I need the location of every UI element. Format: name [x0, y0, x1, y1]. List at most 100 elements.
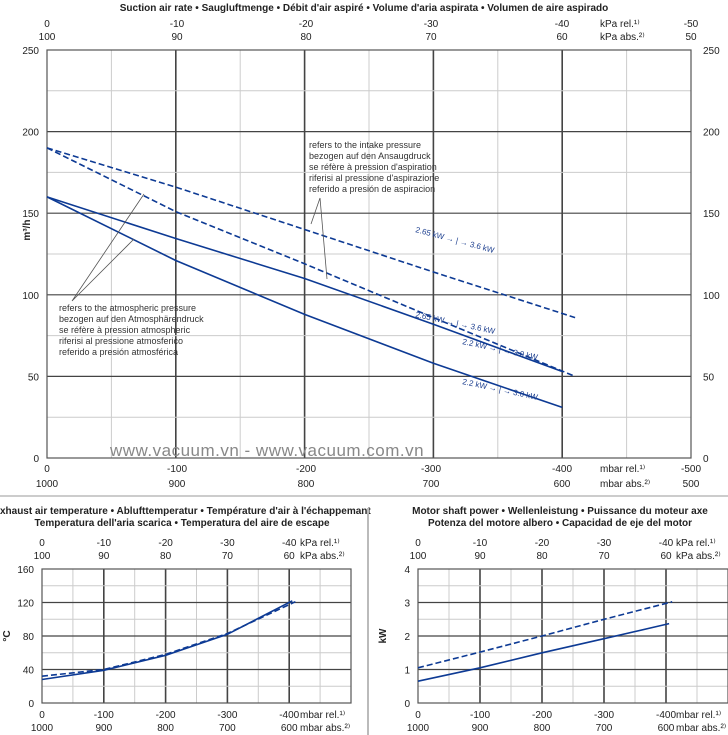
chart-1: Exhaust air temperature • Ablufttemperat… — [0, 506, 371, 734]
y-axis-label: m³/h — [22, 219, 33, 240]
x-axis-unit-bottom-abs: mbar abs.²⁾ — [600, 479, 650, 490]
series-line-dashed-lower — [46, 147, 576, 378]
x-tick-label-top-rel: 0 — [39, 538, 45, 549]
atmospheric-pressure-note: refers to the atmospheric pressure — [59, 303, 196, 313]
y-tick-label: 40 — [23, 666, 35, 677]
y-tick-label: 0 — [404, 699, 410, 710]
callout-arrow — [71, 193, 145, 302]
x-tick-label-top-abs: 70 — [425, 32, 437, 43]
x-tick-label-bottom-rel: -400 — [279, 710, 299, 721]
x-tick-label-top-abs: 90 — [171, 32, 183, 43]
x-tick-label-top-abs: 90 — [474, 551, 486, 562]
x-axis-unit-top-abs: kPa abs.²⁾ — [600, 32, 645, 43]
x-tick-label-top-rel: -20 — [299, 19, 314, 30]
x-tick-label-top-abs: 80 — [536, 551, 548, 562]
x-tick-label-bottom-rel: -400 — [552, 464, 572, 475]
series-line-solid — [417, 622, 670, 682]
x-tick-label-bottom-rel: -200 — [532, 710, 552, 721]
x-tick-label-bottom-abs: 700 — [219, 723, 236, 734]
x-tick-label-top-rel: -20 — [535, 538, 550, 549]
y-tick-label: 1 — [404, 666, 410, 677]
x-tick-label-top-abs: 60 — [284, 551, 296, 562]
plot-frame — [46, 49, 692, 459]
x-tick-label-top-rel: -30 — [424, 19, 439, 30]
x-tick-label-top-rel: -40 — [555, 19, 570, 30]
x-tick-label-top-rel: 0 — [44, 19, 50, 30]
x-axis-unit-top-rel: kPa rel.¹⁾ — [676, 538, 716, 549]
x-tick-label-top-abs: 100 — [34, 551, 51, 562]
series-line-solid — [41, 600, 293, 681]
series-line-dashed — [417, 601, 673, 669]
x-axis-unit-bottom-rel: mbar rel.¹⁾ — [300, 710, 345, 721]
y-tick-label: 4 — [404, 565, 410, 576]
y-tick-label: 0 — [33, 454, 39, 465]
x-tick-label-bottom-rel: -400 — [656, 710, 676, 721]
y-tick-label: 200 — [22, 128, 39, 139]
chart-title: Motor shaft power • Wellenleistung • Pui… — [412, 506, 708, 517]
series-line-dashed-upper — [46, 147, 576, 319]
x-tick-label-top-rel: -10 — [97, 538, 112, 549]
y-tick-label: 80 — [23, 632, 35, 643]
series-line-dashed — [41, 600, 296, 677]
x-tick-label-bottom-abs: 900 — [169, 479, 186, 490]
x-tick-label-bottom-rel: -100 — [94, 710, 114, 721]
y-tick-label: 120 — [17, 599, 34, 610]
x-axis-unit-bottom-rel: mbar rel.¹⁾ — [676, 710, 721, 721]
y-tick-label: 50 — [28, 372, 40, 383]
intake-pressure-note: bezogen auf den Ansaugdruck — [309, 151, 431, 161]
x-tick-label-bottom-rel: -500 — [681, 464, 701, 475]
x-tick-label-top-rel: -20 — [158, 538, 173, 549]
x-tick-label-bottom-abs: 700 — [423, 479, 440, 490]
x-tick-label-bottom-rel: -300 — [217, 710, 237, 721]
y-tick-label-right: 0 — [703, 454, 709, 465]
x-tick-label-bottom-rel: 0 — [415, 710, 421, 721]
x-tick-label-bottom-rel: -200 — [296, 464, 316, 475]
atmospheric-pressure-note: se réfère à pression atmospheric — [59, 325, 191, 335]
x-tick-label-top-abs: 50 — [685, 32, 697, 43]
chart-title: Potenza del motore albero • Capacidad de… — [428, 518, 692, 529]
intake-pressure-note: refers to the intake pressure — [309, 140, 421, 150]
x-tick-label-bottom-rel: -300 — [421, 464, 441, 475]
y-tick-label: 2 — [404, 632, 410, 643]
chart-2: Motor shaft power • Wellenleistung • Pui… — [378, 506, 728, 734]
watermark: www.vacuum.vn - www.vacuum.com.vn — [109, 441, 424, 460]
x-tick-label-top-abs: 70 — [598, 551, 610, 562]
intake-pressure-note: referido a presión de aspiracion — [309, 184, 435, 194]
atmospheric-pressure-note: referido a presión atmosférica — [59, 347, 178, 357]
chart-title: Suction air rate • Saugluftmenge • Débit… — [120, 3, 609, 14]
x-tick-label-top-rel: -10 — [473, 538, 488, 549]
series-line-solid-upper — [46, 196, 563, 373]
x-axis-unit-top-rel: kPa rel.¹⁾ — [300, 538, 340, 549]
x-tick-label-bottom-rel: 0 — [39, 710, 45, 721]
x-tick-label-top-rel: -30 — [597, 538, 612, 549]
x-axis-unit-bottom-abs: mbar abs.²⁾ — [676, 723, 726, 734]
y-tick-label-right: 50 — [703, 372, 715, 383]
callout-arrow — [310, 197, 328, 280]
intake-pressure-note: riferisi al pressione d'aspirazione — [309, 173, 439, 183]
x-tick-label-top-abs: 90 — [98, 551, 110, 562]
plot-frame — [41, 568, 352, 704]
y-axis-label: °C — [2, 630, 13, 641]
chart-title: Exhaust air temperature • Ablufttemperat… — [0, 506, 371, 517]
x-tick-label-top-abs: 60 — [556, 32, 568, 43]
atmospheric-pressure-note: bezogen auf den Atmosphärendruck — [59, 314, 204, 324]
x-tick-label-bottom-rel: 0 — [44, 464, 50, 475]
y-tick-label: 160 — [17, 565, 34, 576]
x-tick-label-bottom-abs: 900 — [95, 723, 112, 734]
plot-frame — [417, 568, 728, 704]
y-tick-label-right: 250 — [703, 46, 720, 57]
x-tick-label-bottom-abs: 600 — [281, 723, 298, 734]
x-axis-unit-top-rel: kPa rel.¹⁾ — [600, 19, 640, 30]
chart-title: Temperatura dell'aria scarica • Temperat… — [34, 518, 330, 529]
y-tick-label: 150 — [22, 209, 39, 220]
power-label: 2.2 kW → | → 3.0 kW — [462, 377, 539, 402]
x-tick-label-top-abs: 80 — [300, 32, 312, 43]
power-label: 2.2 kW → | → 3.0 kW — [462, 337, 539, 362]
x-tick-label-bottom-abs: 1000 — [31, 723, 54, 734]
y-tick-label-right: 150 — [703, 209, 720, 220]
y-tick-label: 0 — [28, 699, 34, 710]
atmospheric-pressure-note: riferisi al pressione atmosferico — [59, 336, 183, 346]
y-tick-label-right: 200 — [703, 128, 720, 139]
x-tick-label-top-abs: 60 — [660, 551, 672, 562]
x-tick-label-bottom-rel: -300 — [594, 710, 614, 721]
